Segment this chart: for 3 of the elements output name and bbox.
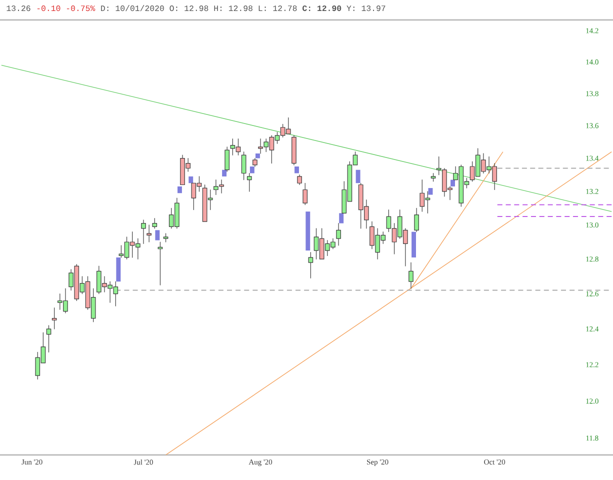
text: -0.10 -0.75%: [37, 6, 96, 12]
text: D: 10/01/2020 O: 12.98 H: 12.98 L: 12.78 C: 12.90 Y: 13.97: [101, 5, 386, 12]
text: 13.26: [6, 6, 30, 12]
